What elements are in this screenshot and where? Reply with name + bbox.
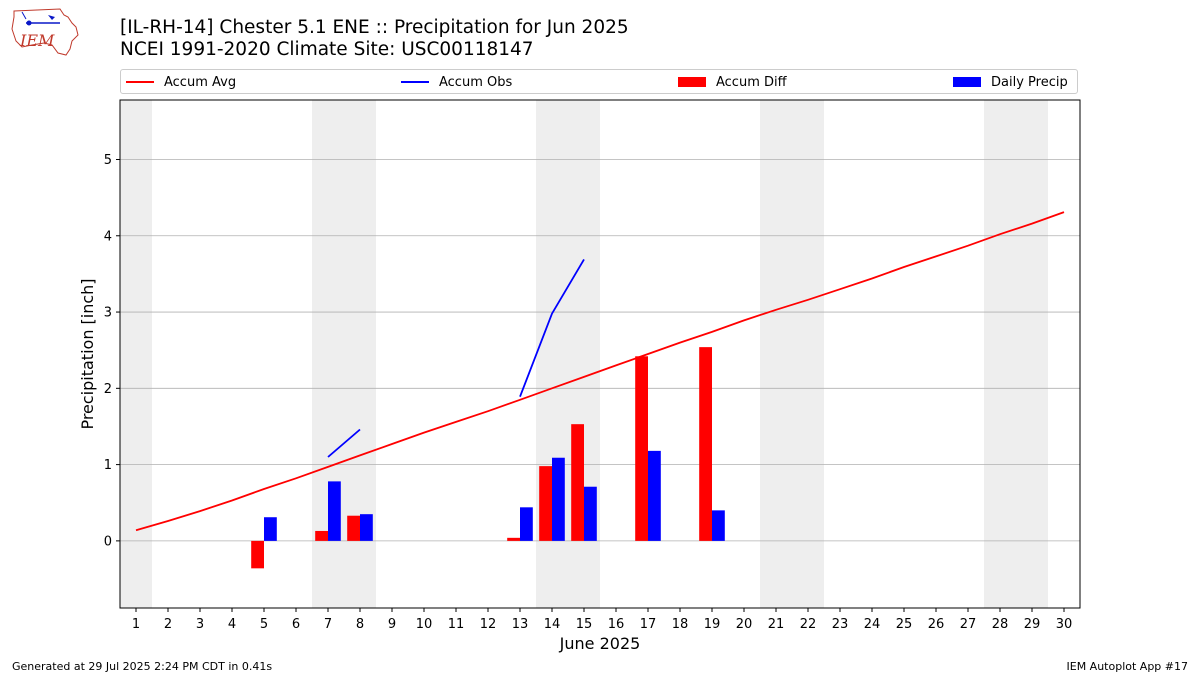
x-tick-label: 27: [960, 617, 977, 632]
legend-item-accum-diff: Accum Diff: [678, 73, 787, 91]
weekend-shade: [760, 100, 824, 608]
chart-subtitle: NCEI 1991-2020 Climate Site: USC00118147: [120, 39, 534, 60]
legend-label-accum-avg: Accum Avg: [164, 74, 237, 90]
x-tick-label: 3: [196, 617, 204, 632]
accum-diff-bar: [315, 530, 328, 541]
x-tick-label: 28: [992, 617, 1009, 632]
legend-label-accum-diff: Accum Diff: [716, 74, 787, 90]
app-footer: IEM Autoplot App #17: [1066, 660, 1189, 673]
generated-footer: Generated at 29 Jul 2025 2:24 PM CDT in …: [12, 660, 273, 673]
legend-item-accum-obs: Accum Obs: [401, 73, 512, 91]
x-tick-label: 29: [1024, 617, 1041, 632]
plot-area: [120, 100, 1080, 608]
accum-diff-bar: [251, 540, 264, 569]
x-tick-label: 20: [736, 617, 753, 632]
daily-precip-bar: [264, 517, 277, 541]
x-tick-label: 2: [164, 617, 172, 632]
daily-precip-bar: [360, 514, 373, 541]
x-tick-label: 16: [608, 617, 625, 632]
daily-precip-bar: [712, 510, 725, 541]
accum-diff-bar: [539, 466, 552, 541]
x-tick-label: 11: [448, 617, 465, 632]
legend: Accum Avg Accum Obs Accum Diff Daily Pre…: [120, 69, 1078, 94]
x-tick-label: 1: [132, 617, 140, 632]
x-tick-label: 12: [480, 617, 497, 632]
x-tick-label: 22: [800, 617, 817, 632]
accum-avg-line: [135, 211, 1065, 532]
x-tick-label: 30: [1056, 617, 1073, 632]
x-tick-label: 21: [768, 617, 785, 632]
iem-logo: IEM: [11, 8, 79, 56]
weekend-shade: [120, 100, 152, 608]
y-tick-label: 2: [104, 382, 112, 397]
x-tick-label: 19: [704, 617, 721, 632]
x-tick-label: 18: [672, 617, 689, 632]
x-tick-label: 14: [544, 617, 561, 632]
daily-precip-bar: [328, 481, 341, 541]
accum-diff-bar: [507, 537, 520, 541]
legend-swatch-accum-diff: [678, 77, 706, 87]
weekend-shade: [984, 100, 1048, 608]
x-tick-label: 10: [416, 617, 433, 632]
daily-precip-bar: [648, 450, 661, 541]
y-axis-label: Precipitation [inch]: [78, 278, 97, 429]
accum-obs-line: [327, 428, 361, 458]
chart-title: [IL-RH-14] Chester 5.1 ENE :: Precipitat…: [120, 17, 629, 38]
x-tick-label: 25: [896, 617, 913, 632]
accum-diff-bar: [699, 347, 712, 541]
x-tick-label: 8: [356, 617, 364, 632]
legend-label-daily-precip: Daily Precip: [991, 74, 1068, 90]
x-tick-label: 26: [928, 617, 945, 632]
legend-swatch-daily-precip: [953, 77, 981, 87]
x-tick-label: 23: [832, 617, 849, 632]
x-tick-label: 4: [228, 617, 236, 632]
x-tick-label: 24: [864, 617, 881, 632]
y-tick-label: 4: [104, 229, 112, 244]
x-axis-label: June 2025: [559, 634, 641, 653]
x-tick-label: 13: [512, 617, 529, 632]
x-tick-label: 15: [576, 617, 593, 632]
x-tick-label: 9: [388, 617, 396, 632]
y-tick-label: 3: [104, 306, 112, 321]
y-tick-label: 0: [104, 534, 112, 549]
accum-diff-bar: [635, 356, 648, 541]
x-tick-label: 6: [292, 617, 300, 632]
x-tick-label: 17: [640, 617, 657, 632]
accum-diff-bar: [571, 424, 584, 541]
x-tick-label: 5: [260, 617, 268, 632]
y-tick-label: 1: [104, 458, 112, 473]
y-tick-label: 5: [104, 153, 112, 168]
accum-diff-bar: [347, 515, 360, 541]
daily-precip-bar: [520, 507, 533, 541]
legend-swatch-accum-obs: [401, 81, 429, 83]
legend-item-accum-avg: Accum Avg: [126, 73, 236, 91]
legend-swatch-accum-avg: [126, 81, 154, 83]
plot-frame: [119, 99, 1081, 609]
daily-precip-bar: [584, 486, 597, 541]
legend-item-daily-precip: Daily Precip: [953, 73, 1068, 91]
x-tick-label: 7: [324, 617, 332, 632]
daily-precip-bar: [552, 457, 565, 541]
logo-text: IEM: [19, 31, 55, 50]
legend-label-accum-obs: Accum Obs: [439, 74, 513, 90]
accum-obs-line: [519, 258, 585, 398]
